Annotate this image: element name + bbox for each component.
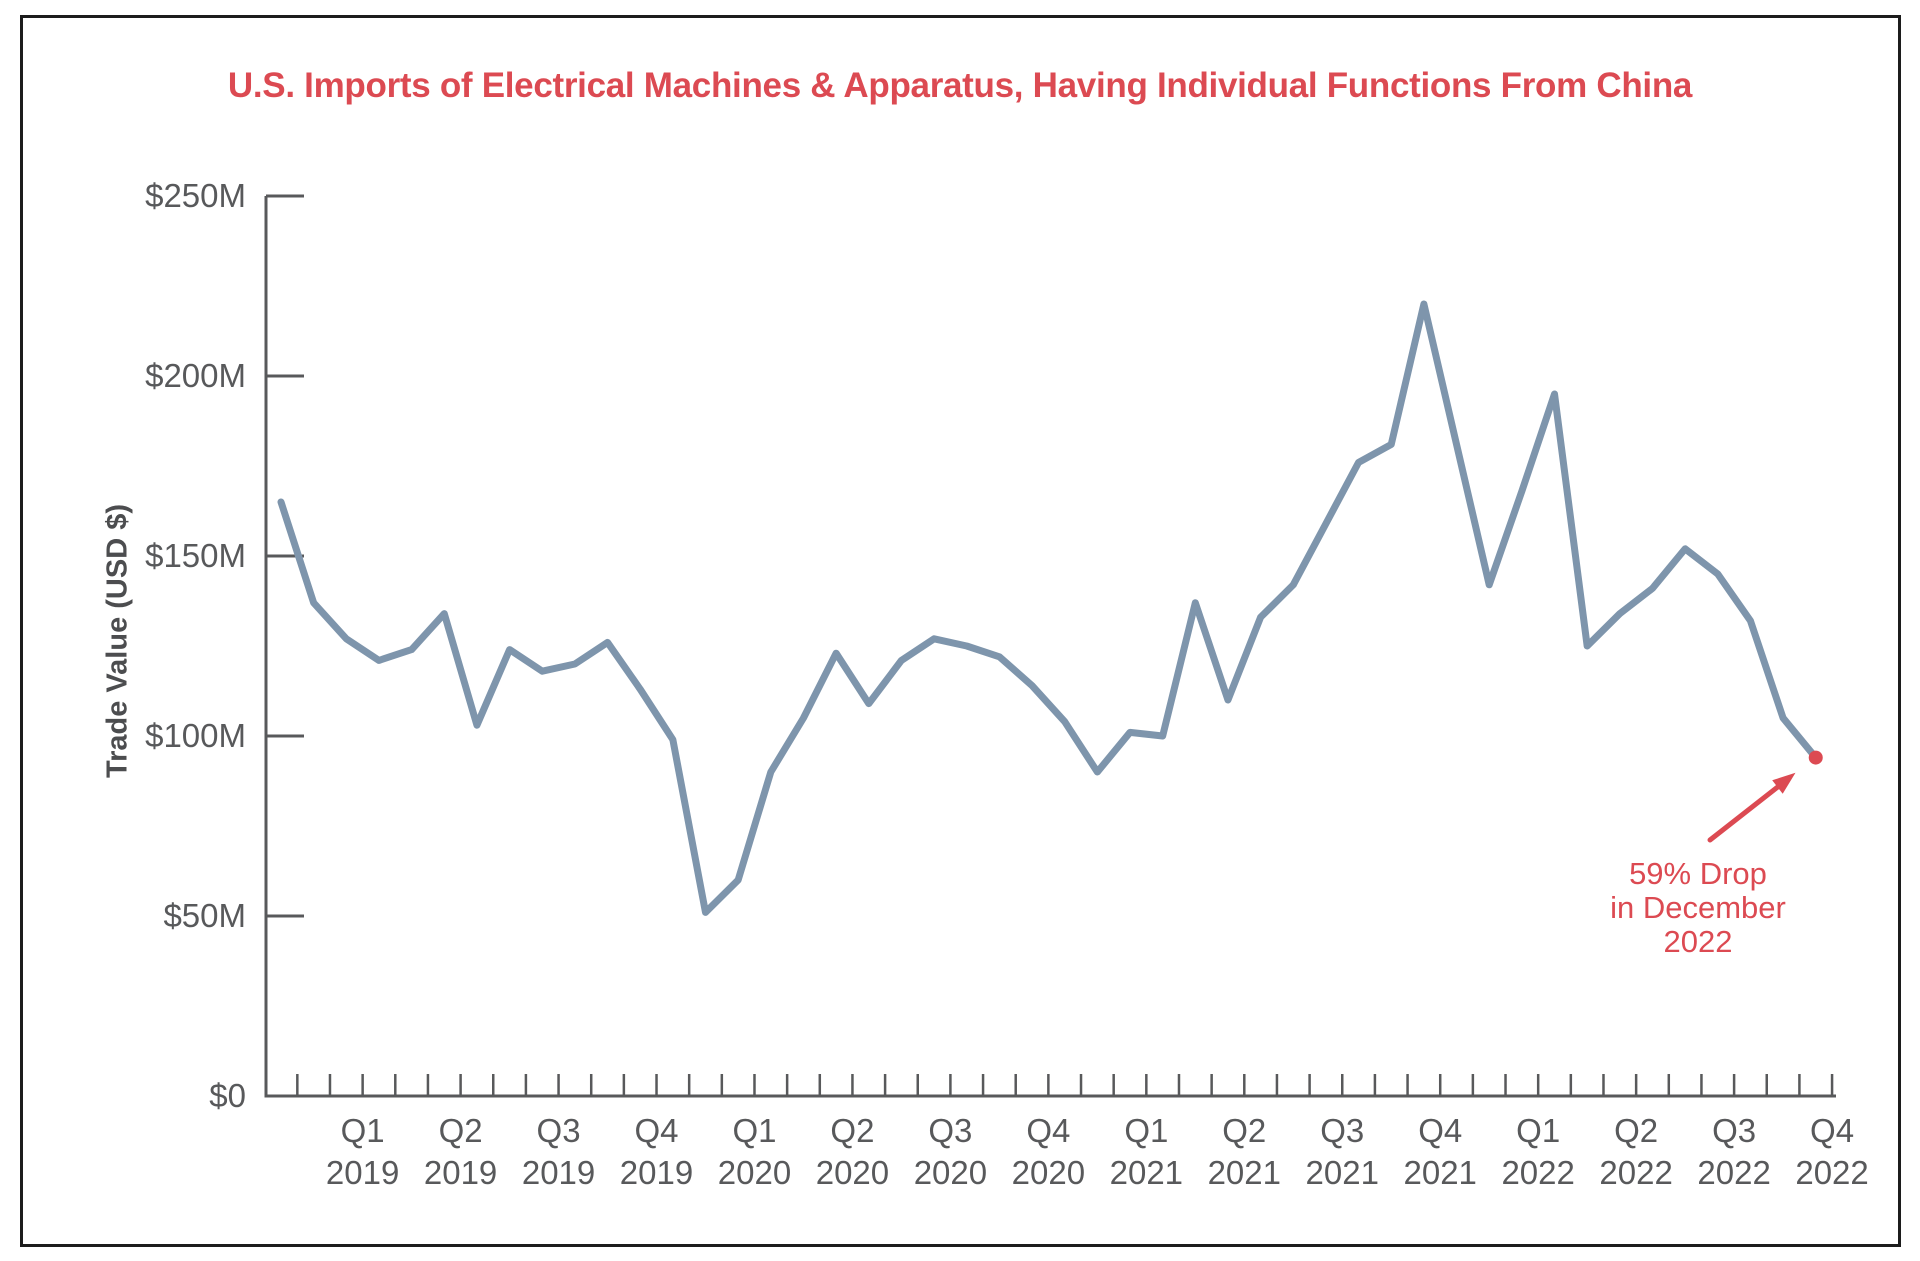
drop-annotation-line3: 2022 — [1663, 924, 1733, 959]
annotation-arrowhead — [1772, 772, 1796, 794]
x-axis-label: Q2 2019 — [424, 1112, 497, 1191]
x-axis-label: Q1 2020 — [718, 1112, 791, 1191]
x-axis-label: Q1 2021 — [1110, 1112, 1183, 1191]
x-axis-label: Q3 2022 — [1697, 1112, 1770, 1191]
x-axis-label: Q4 2019 — [620, 1112, 693, 1191]
trade-value-line — [277, 300, 1820, 916]
x-axis-label: Q2 2020 — [816, 1112, 889, 1191]
x-axis-label: Q4 2021 — [1404, 1112, 1477, 1191]
y-tick-label: $150M — [145, 537, 246, 574]
y-tick-label: $0 — [209, 1077, 246, 1114]
annotation-arrow — [1707, 783, 1782, 843]
drop-annotation-line2: in December — [1610, 890, 1786, 925]
x-axis-label: Q2 2021 — [1208, 1112, 1281, 1191]
y-tick-label: $50M — [163, 897, 246, 934]
y-tick-label: $100M — [145, 717, 246, 754]
december-2022-point — [1808, 750, 1823, 765]
x-axis-label: Q4 2020 — [1012, 1112, 1085, 1191]
y-tick-label: $250M — [145, 177, 246, 214]
x-axis-label: Q1 2022 — [1501, 1112, 1574, 1191]
x-axis-label: Q3 2019 — [522, 1112, 595, 1191]
x-axis-label: Q3 2021 — [1306, 1112, 1379, 1191]
x-axis-label: Q1 2019 — [326, 1112, 399, 1191]
y-tick-label: $200M — [145, 357, 246, 394]
x-axis-label: Q2 2022 — [1599, 1112, 1672, 1191]
drop-annotation-line1: 59% Drop — [1629, 856, 1767, 891]
x-axis-label: Q3 2020 — [914, 1112, 987, 1191]
drop-annotation: 59% Drop in December 2022 — [1610, 857, 1786, 959]
x-axis-label: Q4 2022 — [1795, 1112, 1868, 1191]
chart-title: U.S. Imports of Electrical Machines & Ap… — [227, 66, 1693, 105]
